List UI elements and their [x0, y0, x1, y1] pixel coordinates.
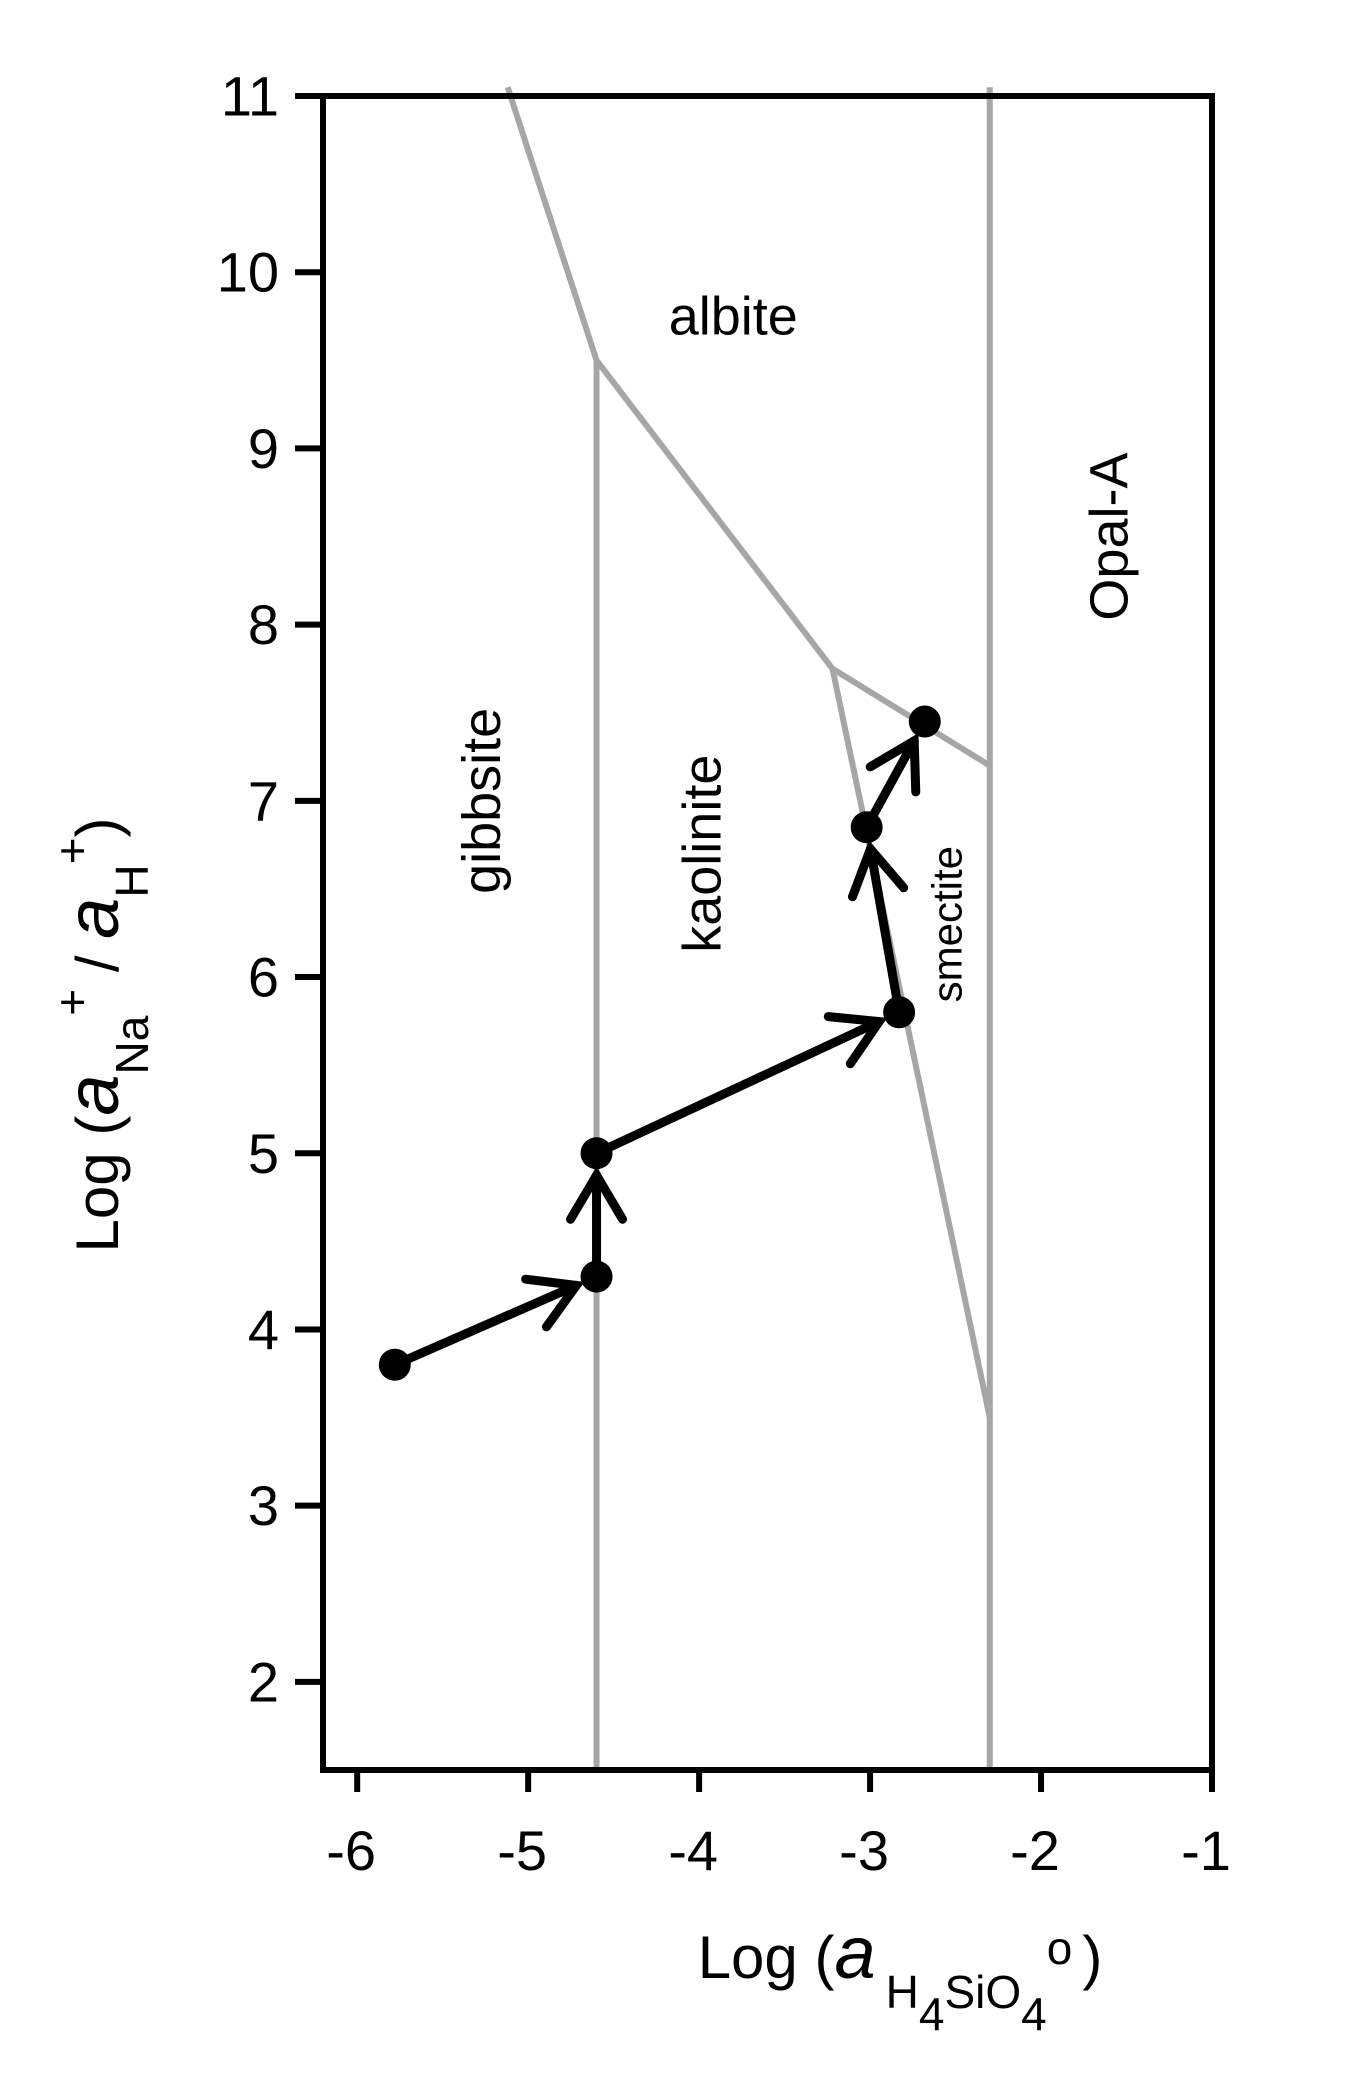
- x-tick-label: -6: [326, 1819, 376, 1882]
- path-segment-1: [390, 1280, 581, 1370]
- x-label-sup-o: o: [1047, 1922, 1073, 1974]
- x-label-sub-h: H: [886, 1966, 919, 2018]
- y-axis-ticks: 2 3 4 5 6 7 8 9 10 11: [217, 65, 323, 1713]
- y-label-suffix: ): [64, 818, 131, 838]
- axes: [320, 93, 1215, 1773]
- y-tick-label: 8: [248, 593, 279, 656]
- path-segment-4: [865, 844, 904, 1017]
- region-label-gibbsite: gibbsite: [452, 708, 512, 894]
- boundary-line-3: [829, 668, 993, 1419]
- y-tick-label: 9: [248, 417, 279, 480]
- reaction-path-points: [378, 705, 941, 1381]
- y-tick-label: 11: [221, 65, 279, 128]
- path-point-3: [580, 1137, 613, 1170]
- x-label-suffix: ): [1082, 1924, 1102, 1991]
- region-label-smectite: smectite: [924, 846, 971, 1002]
- plot-frame: [320, 93, 1215, 1773]
- y-axis-label: Log (aNa+ / aH+): [46, 818, 158, 1253]
- y-label-sup-plus2: +: [46, 838, 98, 865]
- path-arrowhead-2: [566, 1166, 628, 1224]
- x-axis-label: Log (a H4SiO4o): [698, 1911, 1103, 2040]
- y-tick-label: 4: [248, 1298, 279, 1361]
- y-tick-label: 2: [248, 1650, 279, 1713]
- path-arrowhead-5: [865, 733, 921, 797]
- x-label-activity: a: [834, 1911, 875, 1994]
- path-point-2: [580, 1260, 613, 1293]
- y-label-sub-h: H: [106, 864, 158, 897]
- path-arrowhead-3: [823, 1012, 888, 1069]
- x-tick-label: -3: [839, 1819, 889, 1882]
- y-label-sub-na: Na: [106, 1015, 158, 1074]
- x-tick-label: -1: [1181, 1819, 1231, 1882]
- x-tick-label: -4: [668, 1819, 718, 1882]
- path-point-5: [850, 811, 883, 844]
- x-label-sub-sio: SiO: [944, 1966, 1021, 2018]
- path-arrowhead-1: [521, 1274, 585, 1332]
- path-segment-3: [592, 1017, 884, 1158]
- region-label-opal-a: Opal-A: [1079, 452, 1139, 620]
- x-label-prefix: Log (: [698, 1924, 835, 1991]
- y-tick-label: 7: [248, 769, 279, 832]
- y-label-sup-plus1: +: [46, 989, 98, 1016]
- boundary-line-1: [504, 86, 992, 769]
- y-label-activity-h: a: [51, 898, 134, 939]
- y-label-slash: /: [64, 939, 131, 989]
- x-tick-label: -2: [1010, 1819, 1060, 1882]
- x-axis-ticks: -6 -5 -4 -3 -2 -1: [326, 1770, 1231, 1882]
- x-tick-label: -5: [497, 1819, 547, 1882]
- y-tick-label: 3: [248, 1474, 279, 1537]
- region-labels: albite Opal-A gibbsite kaolinite smectite: [452, 286, 1139, 1002]
- path-arrowhead-4: [847, 840, 909, 902]
- reaction-path: [390, 733, 921, 1370]
- region-label-albite: albite: [669, 286, 798, 346]
- path-segment-5: [862, 736, 919, 832]
- path-point-4: [883, 996, 916, 1029]
- y-label-prefix: Log (: [64, 1116, 131, 1253]
- x-label-sub-4a: 4: [919, 1988, 945, 2040]
- y-tick-label: 10: [217, 241, 279, 304]
- path-point-6: [908, 705, 941, 738]
- y-tick-label: 5: [248, 1122, 279, 1185]
- region-label-kaolinite: kaolinite: [673, 755, 733, 953]
- y-tick-label: 6: [248, 946, 279, 1009]
- x-label-sub-4b: 4: [1021, 1988, 1047, 2040]
- y-label-activity-na: a: [51, 1075, 134, 1116]
- path-point-1: [378, 1348, 411, 1381]
